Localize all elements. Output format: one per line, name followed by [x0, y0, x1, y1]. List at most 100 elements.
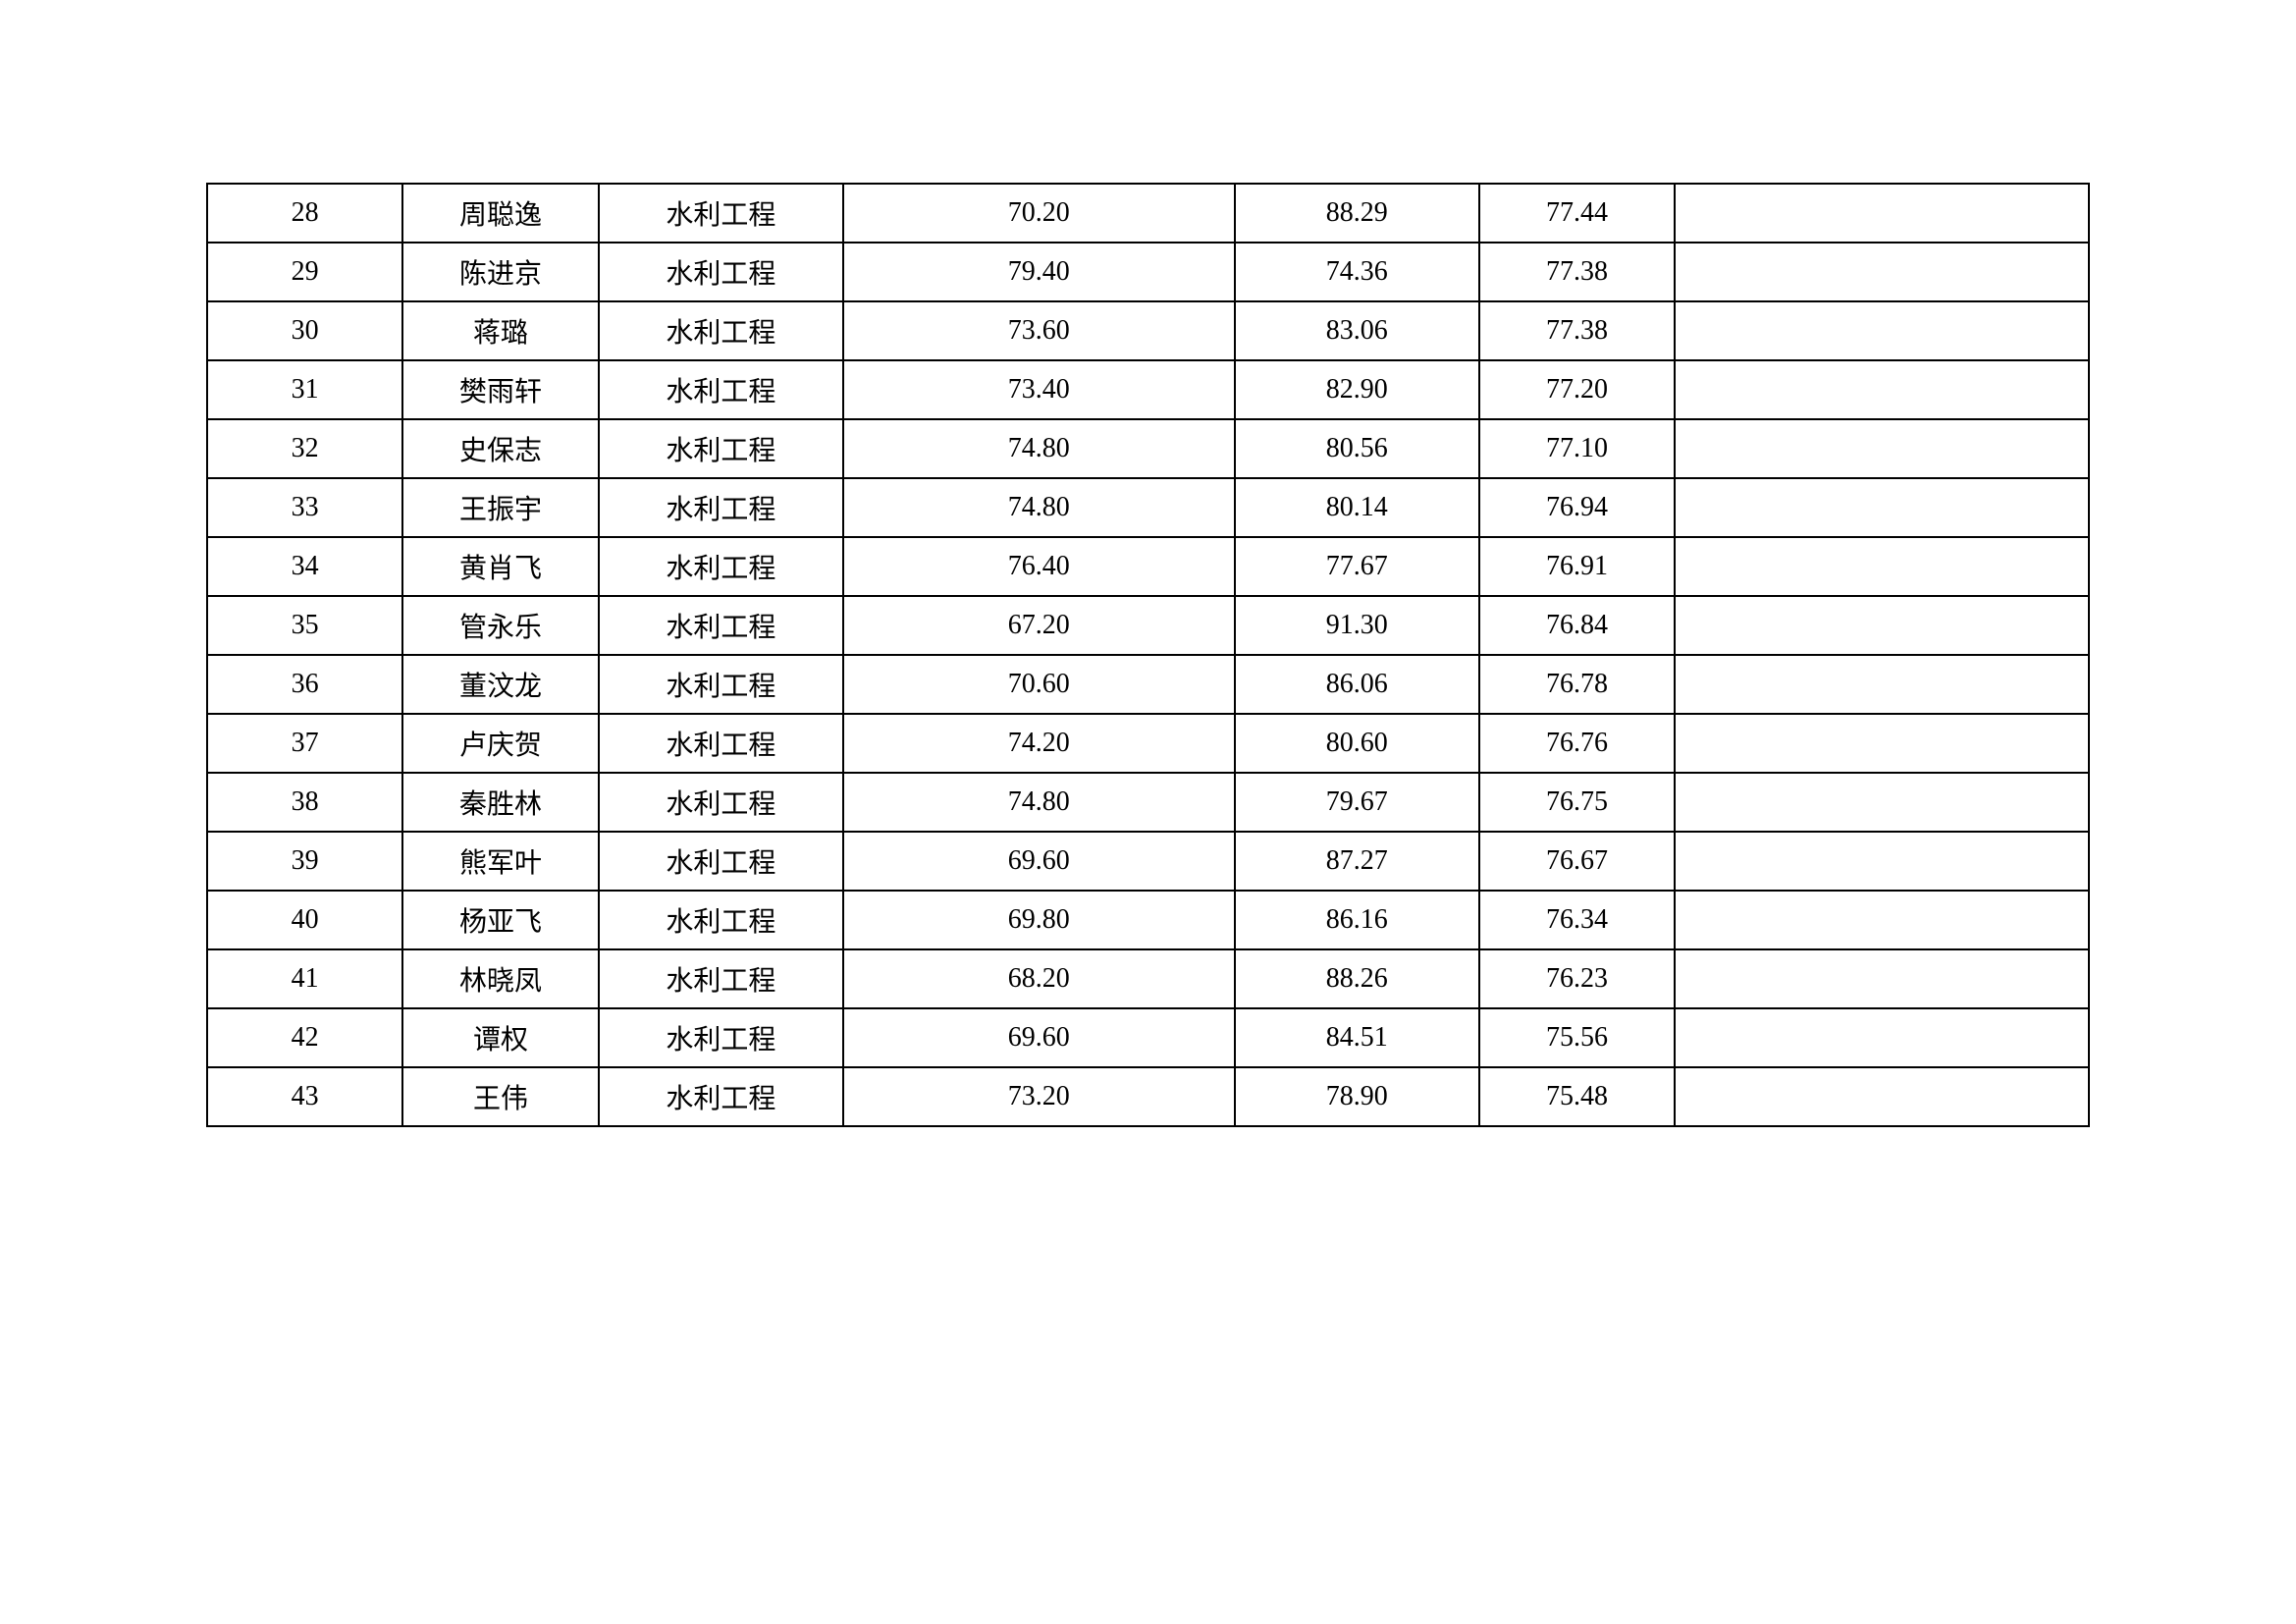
table-row: 31樊雨轩水利工程73.4082.9077.20: [207, 360, 2089, 419]
table-cell: 38: [207, 773, 402, 832]
score-table: 28周聪逸水利工程70.2088.2977.4429陈进京水利工程79.4074…: [206, 183, 2090, 1127]
table-cell: 70.60: [843, 655, 1235, 714]
table-cell: 水利工程: [599, 596, 843, 655]
table-cell: 87.27: [1235, 832, 1479, 891]
table-cell: 水利工程: [599, 419, 843, 478]
table-row: 35管永乐水利工程67.2091.3076.84: [207, 596, 2089, 655]
table-cell: 80.56: [1235, 419, 1479, 478]
table-cell: [1675, 243, 2089, 301]
table-cell: 74.20: [843, 714, 1235, 773]
table-cell: 83.06: [1235, 301, 1479, 360]
table-row: 28周聪逸水利工程70.2088.2977.44: [207, 184, 2089, 243]
table-cell: [1675, 1008, 2089, 1067]
table-cell: 76.75: [1479, 773, 1675, 832]
table-cell: 77.67: [1235, 537, 1479, 596]
table-cell: 77.38: [1479, 301, 1675, 360]
table-cell: 75.56: [1479, 1008, 1675, 1067]
table-cell: 76.23: [1479, 949, 1675, 1008]
table-cell: 谭权: [402, 1008, 598, 1067]
table-row: 36董汶龙水利工程70.6086.0676.78: [207, 655, 2089, 714]
table-cell: [1675, 832, 2089, 891]
table-cell: 74.80: [843, 419, 1235, 478]
table-cell: 36: [207, 655, 402, 714]
table-cell: [1675, 478, 2089, 537]
table-cell: 水利工程: [599, 1008, 843, 1067]
table-cell: 86.06: [1235, 655, 1479, 714]
table-cell: 70.20: [843, 184, 1235, 243]
table-row: 43王伟水利工程73.2078.9075.48: [207, 1067, 2089, 1126]
table-cell: 68.20: [843, 949, 1235, 1008]
table-cell: [1675, 184, 2089, 243]
table-cell: 秦胜林: [402, 773, 598, 832]
table-cell: [1675, 1067, 2089, 1126]
table-cell: 黄肖飞: [402, 537, 598, 596]
table-row: 37卢庆贺水利工程74.2080.6076.76: [207, 714, 2089, 773]
table-cell: 73.20: [843, 1067, 1235, 1126]
table-cell: 40: [207, 891, 402, 949]
table-cell: 78.90: [1235, 1067, 1479, 1126]
table-cell: 37: [207, 714, 402, 773]
table-cell: 76.94: [1479, 478, 1675, 537]
table-cell: 史保志: [402, 419, 598, 478]
table-cell: 73.40: [843, 360, 1235, 419]
table-row: 34黄肖飞水利工程76.4077.6776.91: [207, 537, 2089, 596]
table-cell: 水利工程: [599, 360, 843, 419]
table-row: 32史保志水利工程74.8080.5677.10: [207, 419, 2089, 478]
table-row: 38秦胜林水利工程74.8079.6776.75: [207, 773, 2089, 832]
table-cell: 水利工程: [599, 184, 843, 243]
table-cell: [1675, 537, 2089, 596]
table-cell: 30: [207, 301, 402, 360]
table-cell: 86.16: [1235, 891, 1479, 949]
table-cell: 王伟: [402, 1067, 598, 1126]
table-cell: 32: [207, 419, 402, 478]
table-cell: [1675, 949, 2089, 1008]
table-cell: 水利工程: [599, 891, 843, 949]
table-cell: 陈进京: [402, 243, 598, 301]
table-row: 29陈进京水利工程79.4074.3677.38: [207, 243, 2089, 301]
table-cell: 王振宇: [402, 478, 598, 537]
table-cell: 76.67: [1479, 832, 1675, 891]
table-cell: 水利工程: [599, 1067, 843, 1126]
table-cell: 周聪逸: [402, 184, 598, 243]
table-cell: 77.44: [1479, 184, 1675, 243]
table-cell: [1675, 714, 2089, 773]
table-cell: 35: [207, 596, 402, 655]
table-cell: 80.14: [1235, 478, 1479, 537]
table-cell: 董汶龙: [402, 655, 598, 714]
table-cell: 水利工程: [599, 301, 843, 360]
table-cell: 75.48: [1479, 1067, 1675, 1126]
table-cell: 80.60: [1235, 714, 1479, 773]
table-cell: 卢庆贺: [402, 714, 598, 773]
page-container: 28周聪逸水利工程70.2088.2977.4429陈进京水利工程79.4074…: [0, 0, 2296, 1624]
table-cell: 77.38: [1479, 243, 1675, 301]
table-body: 28周聪逸水利工程70.2088.2977.4429陈进京水利工程79.4074…: [207, 184, 2089, 1126]
table-cell: 76.76: [1479, 714, 1675, 773]
table-cell: 水利工程: [599, 773, 843, 832]
table-cell: 69.60: [843, 832, 1235, 891]
table-cell: 林晓凤: [402, 949, 598, 1008]
table-cell: [1675, 655, 2089, 714]
table-cell: 76.40: [843, 537, 1235, 596]
table-cell: 79.67: [1235, 773, 1479, 832]
table-cell: 76.34: [1479, 891, 1675, 949]
table-cell: [1675, 596, 2089, 655]
table-cell: 74.36: [1235, 243, 1479, 301]
table-cell: [1675, 301, 2089, 360]
table-cell: 29: [207, 243, 402, 301]
table-cell: [1675, 891, 2089, 949]
table-cell: [1675, 419, 2089, 478]
table-cell: 28: [207, 184, 402, 243]
table-cell: 76.78: [1479, 655, 1675, 714]
table-cell: 熊军叶: [402, 832, 598, 891]
table-cell: 41: [207, 949, 402, 1008]
table-cell: 73.60: [843, 301, 1235, 360]
table-cell: 34: [207, 537, 402, 596]
table-cell: 水利工程: [599, 714, 843, 773]
table-cell: 水利工程: [599, 537, 843, 596]
table-cell: 31: [207, 360, 402, 419]
table-cell: 77.10: [1479, 419, 1675, 478]
table-cell: 水利工程: [599, 478, 843, 537]
table-cell: 74.80: [843, 773, 1235, 832]
table-cell: 42: [207, 1008, 402, 1067]
table-cell: 77.20: [1479, 360, 1675, 419]
